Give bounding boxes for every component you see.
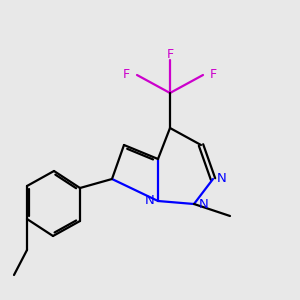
Text: F: F xyxy=(167,49,174,62)
Text: F: F xyxy=(123,68,130,82)
Text: N: N xyxy=(144,194,154,208)
Text: N: N xyxy=(199,197,209,211)
Text: F: F xyxy=(210,68,217,82)
Text: N: N xyxy=(217,172,227,185)
